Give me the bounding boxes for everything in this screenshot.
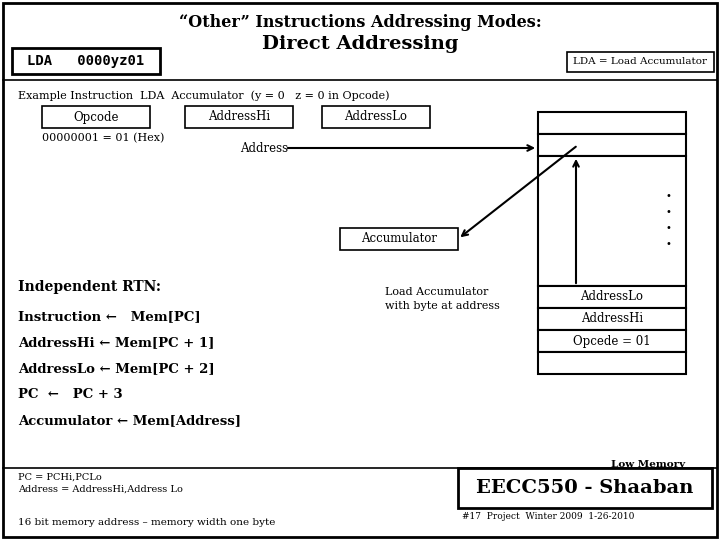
Bar <box>538 330 686 352</box>
Text: Load Accumulator: Load Accumulator <box>385 287 488 297</box>
Bar <box>322 106 430 128</box>
Text: AddressHi: AddressHi <box>581 313 643 326</box>
Text: •: • <box>665 239 671 249</box>
Bar <box>538 156 686 286</box>
Text: AddressLo ← Mem[PC + 2]: AddressLo ← Mem[PC + 2] <box>18 362 215 375</box>
Text: “Other” Instructions Addressing Modes:: “Other” Instructions Addressing Modes: <box>179 14 541 31</box>
Bar <box>538 352 686 374</box>
Bar <box>458 468 712 508</box>
Text: Example Instruction  LDA  Accumulator  (y = 0   z = 0 in Opcode): Example Instruction LDA Accumulator (y =… <box>18 90 390 100</box>
Text: LDA   0000yz01: LDA 0000yz01 <box>27 54 145 68</box>
Text: AddressLo: AddressLo <box>580 291 644 303</box>
Text: Address: Address <box>240 141 288 154</box>
Text: AddressHi ← Mem[PC + 1]: AddressHi ← Mem[PC + 1] <box>18 336 215 349</box>
Text: AddressHi: AddressHi <box>208 111 270 124</box>
Bar <box>538 112 686 134</box>
Text: Opcede = 01: Opcede = 01 <box>573 334 651 348</box>
Text: Direct Addressing: Direct Addressing <box>262 35 458 53</box>
Bar <box>538 308 686 330</box>
Bar <box>538 286 686 308</box>
Text: 00000001 = 01 (Hex): 00000001 = 01 (Hex) <box>42 133 164 143</box>
Text: Address = AddressHi,Address Lo: Address = AddressHi,Address Lo <box>18 485 183 494</box>
Text: PC = PCHi,PCLo: PC = PCHi,PCLo <box>18 473 102 482</box>
Text: Accumulator ← Mem[Address]: Accumulator ← Mem[Address] <box>18 414 241 427</box>
Text: AddressLo: AddressLo <box>344 111 408 124</box>
Text: PC  ←   PC + 3: PC ← PC + 3 <box>18 388 122 401</box>
Bar <box>185 106 293 128</box>
Text: Instruction ←   Mem[PC]: Instruction ← Mem[PC] <box>18 310 201 323</box>
Text: Low Memory: Low Memory <box>611 460 685 469</box>
Bar <box>567 52 714 72</box>
Text: Accumulator: Accumulator <box>361 233 437 246</box>
Bar <box>538 134 686 156</box>
Text: LDA = Load Accumulator: LDA = Load Accumulator <box>573 57 707 66</box>
Text: Independent RTN:: Independent RTN: <box>18 280 161 294</box>
Bar <box>12 48 160 74</box>
Bar <box>42 106 150 128</box>
Text: EECC550 - Shaaban: EECC550 - Shaaban <box>477 479 693 497</box>
Text: •: • <box>665 207 671 217</box>
Text: #17  Project  Winter 2009  1-26-2010: #17 Project Winter 2009 1-26-2010 <box>462 512 634 521</box>
Bar <box>340 228 458 250</box>
Text: Opcode: Opcode <box>73 111 119 124</box>
Text: 16 bit memory address – memory width one byte: 16 bit memory address – memory width one… <box>18 518 275 527</box>
Text: with byte at address: with byte at address <box>385 301 500 311</box>
Text: •: • <box>665 223 671 233</box>
Text: •: • <box>665 191 671 201</box>
